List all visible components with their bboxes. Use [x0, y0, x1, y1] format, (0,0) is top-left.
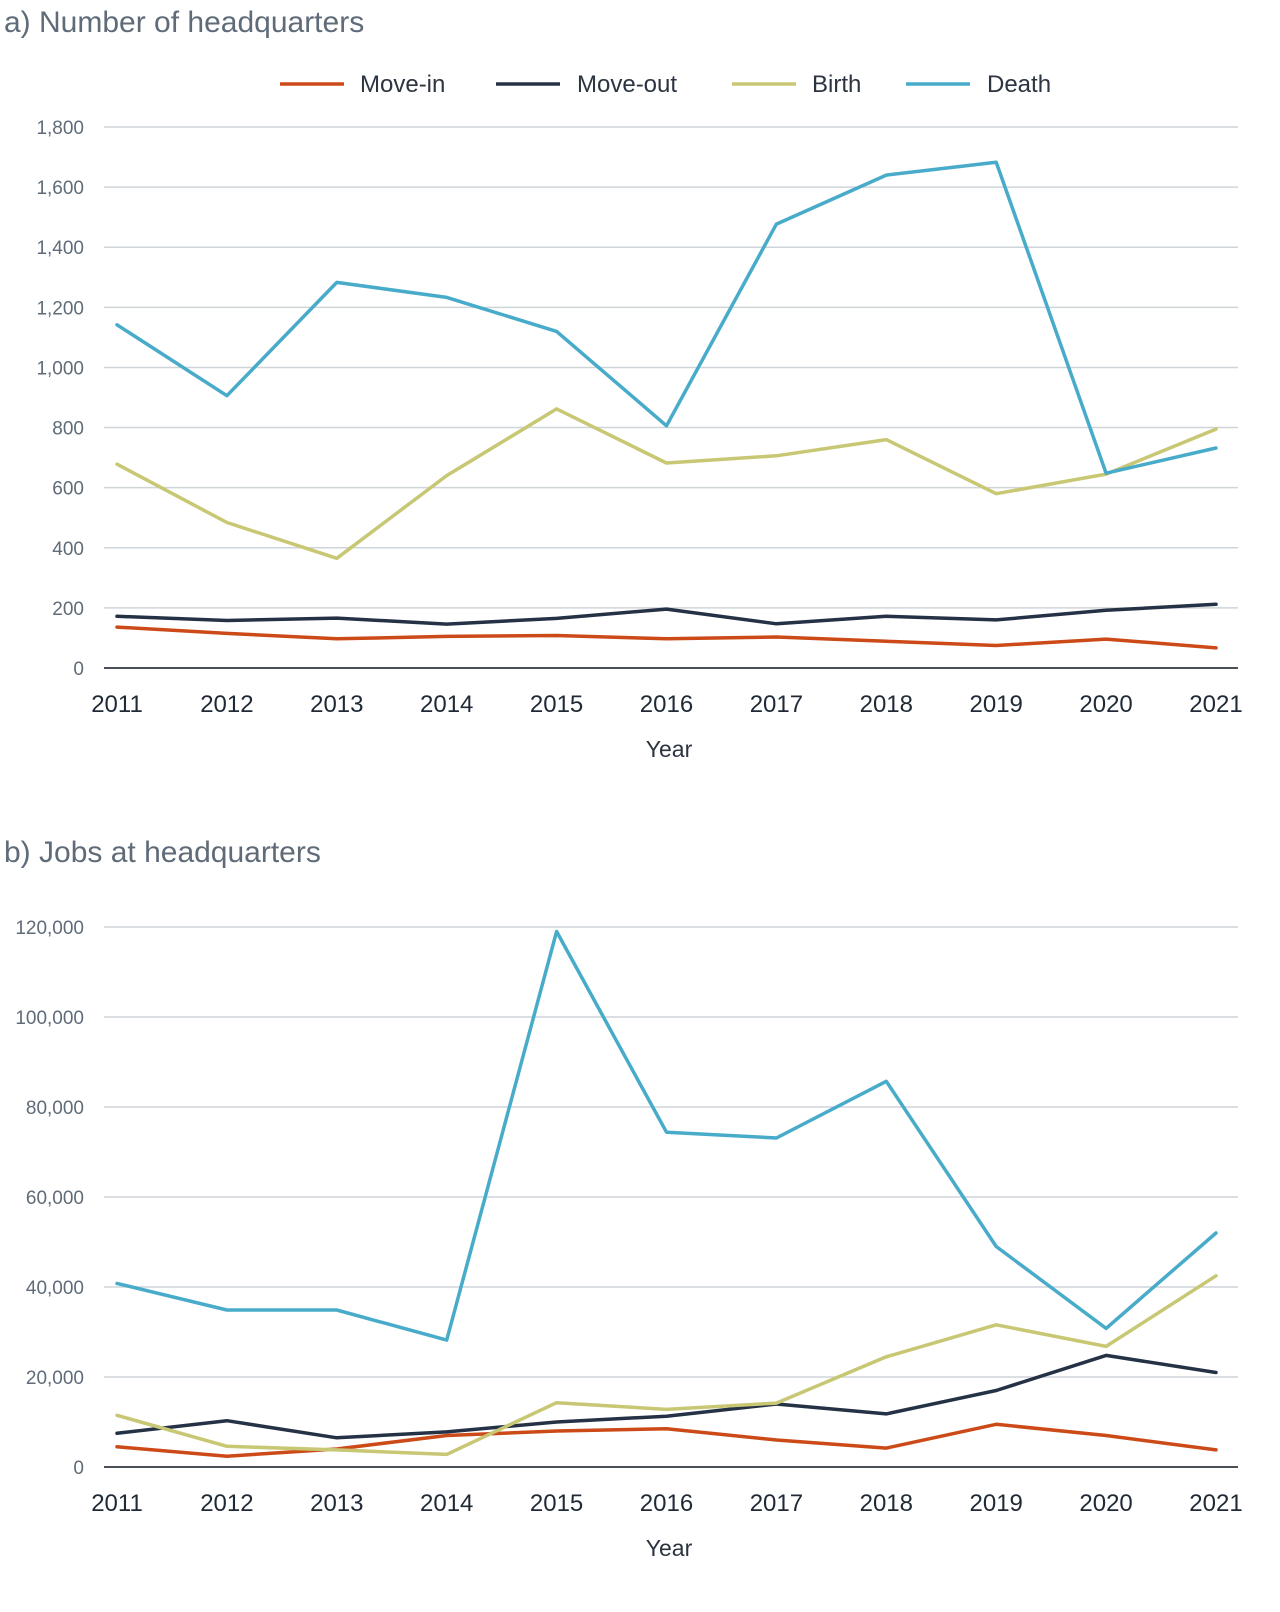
b-x-tick-label: 2011: [91, 1490, 143, 1517]
panel-b: b) Jobs at headquarters 0 20,000 40,000 60,…: [4, 836, 1243, 1561]
a-series-line-move-in: [115, 625, 1218, 650]
panel-a-series: [115, 160, 1218, 650]
legend-item-death: Death: [906, 71, 1051, 98]
panel-a-x-axis-label: Year: [646, 736, 693, 762]
b-x-tick-label: 2020: [1079, 1490, 1132, 1517]
a-y-tick-label: 1,800: [36, 118, 84, 139]
a-y-tick-label: 800: [52, 419, 84, 440]
b-series-line-move-out: [115, 1353, 1218, 1440]
legend-label-death: Death: [987, 71, 1051, 98]
a-series-line-birth: [115, 407, 1218, 561]
b-y-tick-label: 80,000: [26, 1098, 84, 1119]
b-y-tick-label: 60,000: [26, 1188, 84, 1209]
a-y-tick-label: 0: [73, 659, 84, 680]
a-x-tick-label: 2015: [530, 691, 583, 718]
b-x-tick-label: 2013: [310, 1490, 363, 1517]
a-x-tick-label: 2012: [200, 691, 253, 718]
legend-item-birth: Birth: [732, 71, 861, 98]
a-x-tick-label: 2018: [860, 691, 913, 718]
a-series-line-move-out: [115, 602, 1218, 626]
b-x-tick-label: 2021: [1189, 1490, 1242, 1517]
panel-b-y-ticks: 0 20,000 40,000 60,000 80,000 100,000 120,000: [15, 918, 84, 1479]
legend-label-birth: Birth: [812, 71, 861, 98]
b-y-tick-label: 40,000: [26, 1278, 84, 1299]
a-y-tick-label: 1,400: [36, 238, 84, 259]
a-x-tick-label: 2014: [420, 691, 473, 718]
b-x-tick-label: 2019: [970, 1490, 1023, 1517]
legend: Move-in Move-out Birth Death: [280, 71, 1051, 98]
b-y-tick-label: 120,000: [15, 918, 84, 939]
panel-b-gridlines: [104, 926, 1238, 1378]
a-x-tick-label: 2011: [91, 691, 143, 718]
b-x-tick-label: 2014: [420, 1490, 473, 1517]
a-y-tick-label: 400: [52, 539, 84, 560]
panel-b-series: [115, 929, 1218, 1458]
legend-item-move-out: Move-out: [496, 71, 677, 98]
a-y-tick-label: 200: [52, 599, 84, 620]
panel-a: a) Number of headquarters Move-in Move-o…: [4, 6, 1243, 762]
b-series-line-move-in: [115, 1422, 1218, 1458]
legend-label-move-in: Move-in: [360, 71, 445, 98]
b-x-tick-label: 2012: [200, 1490, 253, 1517]
panel-b-title: b) Jobs at headquarters: [4, 836, 321, 869]
b-x-tick-label: 2016: [640, 1490, 693, 1517]
a-series-line-death: [115, 160, 1218, 475]
a-x-tick-label: 2021: [1189, 691, 1242, 718]
a-y-tick-label: 1,600: [36, 178, 84, 199]
legend-label-move-out: Move-out: [577, 71, 677, 98]
b-y-tick-label: 100,000: [15, 1008, 84, 1029]
b-x-tick-label: 2015: [530, 1490, 583, 1517]
b-y-tick-label: 20,000: [26, 1368, 84, 1389]
b-x-tick-label: 2017: [750, 1490, 803, 1517]
panel-b-x-axis-label: Year: [646, 1535, 693, 1561]
a-x-tick-label: 2013: [310, 691, 363, 718]
b-x-tick-label: 2018: [860, 1490, 913, 1517]
panel-a-y-ticks: 0 200 400 600 800 1,000 1,200 1,400 1,600 1,800: [36, 118, 84, 680]
a-y-tick-label: 1,000: [36, 358, 84, 379]
panel-b-x-ticks: 2011 2012 2013 2014 2015 2016 2017 2018 2019 2020…: [91, 1490, 1243, 1517]
legend-item-move-in: Move-in: [280, 71, 445, 98]
b-series-line-death: [115, 929, 1218, 1342]
a-y-tick-label: 600: [52, 479, 84, 500]
panel-a-title: a) Number of headquarters: [4, 6, 364, 39]
b-series-line-birth: [115, 1274, 1218, 1457]
a-x-tick-label: 2020: [1079, 691, 1132, 718]
a-x-tick-label: 2016: [640, 691, 693, 718]
a-x-tick-label: 2017: [750, 691, 803, 718]
b-y-tick-label: 0: [73, 1458, 84, 1479]
a-y-tick-label: 1,200: [36, 298, 84, 319]
a-x-tick-label: 2019: [970, 691, 1023, 718]
panel-a-x-ticks: 2011 2012 2013 2014 2015 2016 2017 2018 2019 2020…: [91, 691, 1243, 718]
